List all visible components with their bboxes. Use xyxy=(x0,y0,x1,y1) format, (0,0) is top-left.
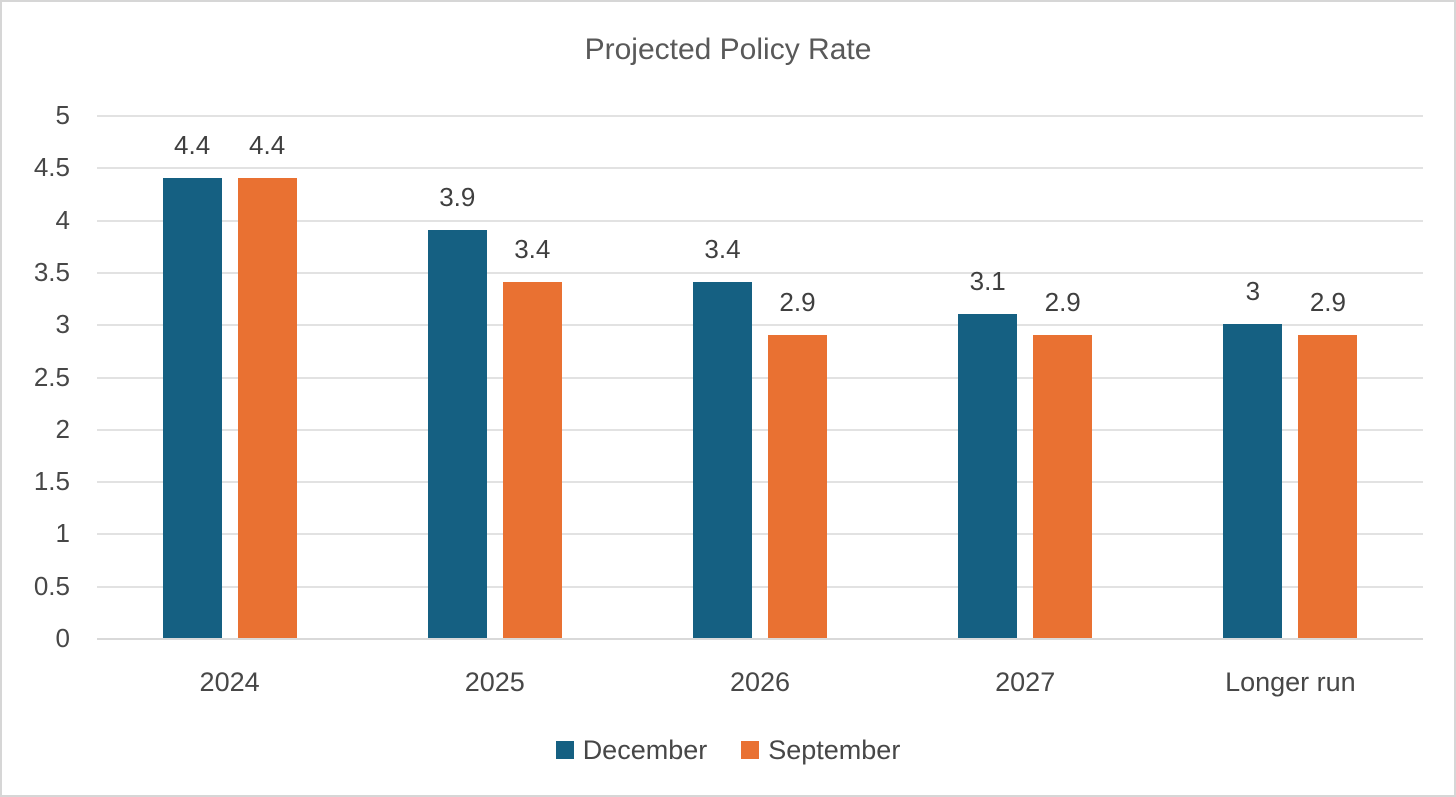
x-axis-label: 2027 xyxy=(995,667,1056,697)
y-tick-label: 4 xyxy=(55,204,70,235)
legend-swatch-december xyxy=(555,741,574,759)
y-tick-label: 2 xyxy=(55,413,70,444)
bar-september-2024 xyxy=(237,177,297,638)
gridline xyxy=(97,533,1423,536)
bar-september-2026 xyxy=(768,334,827,638)
gridline xyxy=(97,271,1423,274)
gridline xyxy=(97,481,1423,484)
y-tick-label: 5 xyxy=(55,100,70,130)
data-label: 3.9 xyxy=(439,182,476,213)
gridline xyxy=(97,167,1423,170)
gridline xyxy=(97,115,1423,117)
data-label: 3.4 xyxy=(704,234,741,265)
data-label: 2.9 xyxy=(1044,286,1081,317)
y-tick-label: 2.5 xyxy=(33,361,70,392)
data-label: 4.4 xyxy=(249,129,286,160)
bar-december-2026 xyxy=(693,282,752,638)
bar-december-2027 xyxy=(958,313,1018,638)
x-axis-label: Longer run xyxy=(1225,667,1356,697)
data-label: 2.9 xyxy=(779,286,816,317)
gridline xyxy=(97,324,1423,327)
legend-swatch-september xyxy=(741,741,760,759)
legend-label: September xyxy=(768,735,901,765)
bar-december-2024 xyxy=(162,177,222,638)
x-axis-label: 2024 xyxy=(199,667,260,697)
legend-item-september: September xyxy=(741,735,900,765)
data-label: 4.4 xyxy=(174,129,211,160)
y-tick-label: 0.5 xyxy=(33,570,70,601)
bar-september-longer-run xyxy=(1298,334,1358,638)
y-tick-label: 1.5 xyxy=(33,466,70,497)
data-label: 3 xyxy=(1245,276,1261,307)
y-tick-label: 3.5 xyxy=(33,256,70,287)
x-axis-line xyxy=(97,638,1423,640)
data-label: 2.9 xyxy=(1309,286,1346,317)
bar-december-2025 xyxy=(427,230,487,638)
bar-september-2025 xyxy=(502,282,562,638)
y-tick-label: 1 xyxy=(55,518,70,549)
y-tick-label: 3 xyxy=(55,309,70,340)
bar-december-longer-run xyxy=(1223,324,1283,638)
chart-title: Projected Policy Rate xyxy=(584,33,872,66)
x-axis-label: 2025 xyxy=(464,667,525,697)
legend-label: December xyxy=(582,735,708,765)
legend-item-december: December xyxy=(555,735,708,765)
data-label: 3.1 xyxy=(969,265,1006,296)
gridline xyxy=(97,428,1423,431)
gridline xyxy=(97,376,1423,379)
y-tick-label: 4.5 xyxy=(33,152,70,183)
gridline xyxy=(97,219,1423,222)
y-tick-label: 0 xyxy=(55,623,70,653)
data-label: 3.4 xyxy=(514,234,551,265)
gridline xyxy=(97,585,1423,588)
bar-september-2027 xyxy=(1033,334,1093,638)
legend: December September xyxy=(2,735,1454,765)
x-axis-label: 2026 xyxy=(729,667,791,697)
